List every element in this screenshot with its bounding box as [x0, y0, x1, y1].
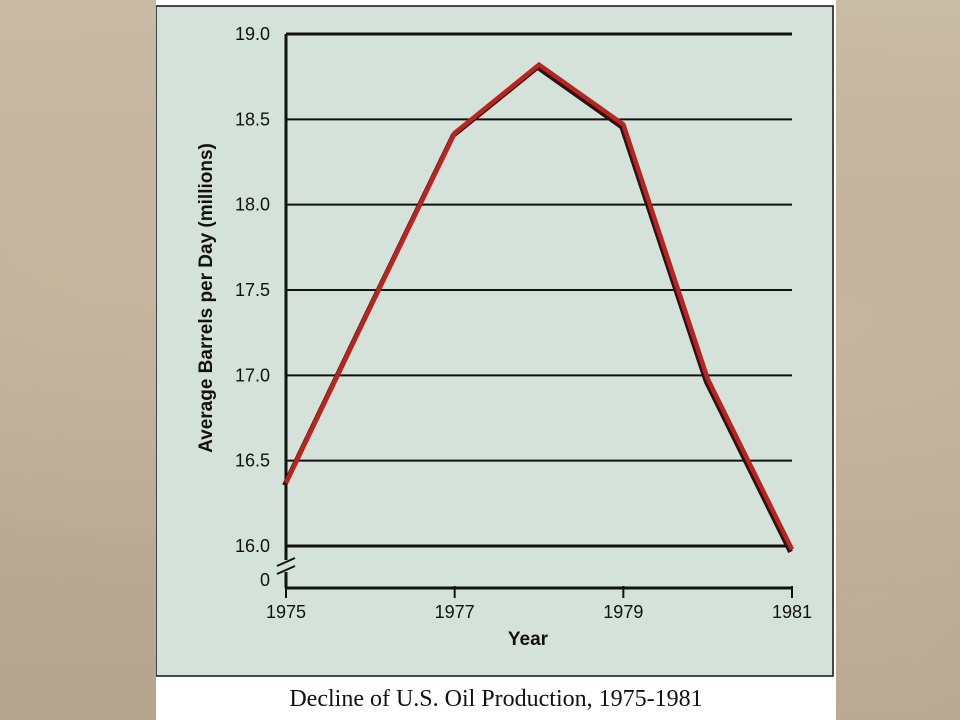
- y-tick-label: 17.0: [235, 365, 270, 385]
- y-tick-label: 18.5: [235, 109, 270, 129]
- data-point: [791, 548, 793, 550]
- axis-break-mark: [276, 557, 296, 567]
- y-tick-label: 16.5: [235, 451, 270, 471]
- data-point: [454, 132, 456, 134]
- data-point: [538, 64, 540, 66]
- y-tick-labels: 19.0 18.5 18.0 17.5 17.0 16.5 16.0 0: [235, 24, 270, 590]
- x-tick-label: 1977: [435, 602, 475, 622]
- y-axis-label: Average Barrels per Day (millions): [196, 143, 217, 453]
- figure-caption: Decline of U.S. Oil Production, 1975-198…: [289, 686, 703, 712]
- slide: 19.0 18.5 18.0 17.5 17.0 16.5 16.0 0 1975 1977 19…: [156, 0, 836, 720]
- y-tick-label: 16.0: [235, 536, 270, 556]
- y-tick-label: 17.5: [235, 280, 270, 300]
- axis-break-mark: [276, 565, 296, 575]
- x-axis-label: Year: [508, 629, 549, 650]
- x-tick-label: 1981: [772, 602, 812, 622]
- chart: 19.018.518.017.517.016.516.00 1975 1977 19…: [156, 5, 834, 677]
- data-point: [369, 306, 371, 308]
- chart-panel: [156, 5, 834, 677]
- gridlines: [286, 32, 792, 548]
- x-tick-label: 1979: [603, 602, 643, 622]
- axes: [276, 34, 793, 598]
- data-point: [622, 123, 624, 125]
- data-point: [707, 378, 709, 380]
- data-point: [285, 482, 287, 484]
- series-group: [282, 61, 795, 554]
- y-tick-label: 18.0: [235, 195, 270, 215]
- y-tick-label-zero: 0: [260, 570, 270, 590]
- x-tick-labels: 1975 1977 1979 1981: [266, 602, 812, 622]
- y-tick-label: 19.0: [235, 24, 270, 44]
- x-tick-label: 1975: [266, 602, 306, 622]
